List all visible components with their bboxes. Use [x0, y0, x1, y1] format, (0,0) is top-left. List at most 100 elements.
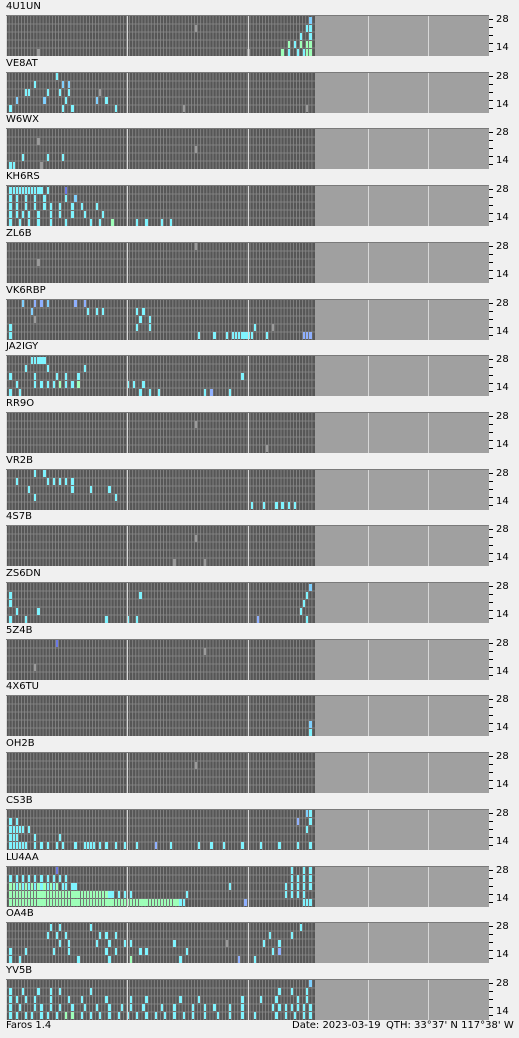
hour-divider — [428, 129, 429, 170]
beacon-grid — [6, 411, 489, 453]
signal-cell — [58, 380, 62, 388]
signal-cell — [46, 380, 49, 388]
signal-cell — [117, 899, 120, 906]
hour-divider — [6, 583, 7, 623]
signal-cell — [24, 891, 28, 898]
grid-lines — [6, 129, 315, 170]
signal-cell — [65, 899, 68, 906]
signal-cell — [253, 324, 256, 331]
scale-tick — [489, 253, 493, 255]
scale-tick — [489, 51, 493, 52]
signal-cells — [6, 242, 315, 283]
scale-tick — [489, 472, 493, 474]
scale-tick — [489, 942, 493, 944]
signal-cell — [194, 24, 198, 32]
scale-tick — [489, 594, 493, 595]
signal-cells — [6, 412, 315, 453]
signal-cell — [111, 218, 114, 226]
signal-cell — [303, 599, 306, 607]
hour-divider — [248, 242, 249, 283]
scale-tick — [489, 537, 493, 539]
signal-cell — [77, 372, 80, 380]
hour-divider — [127, 356, 128, 397]
signal-cell — [46, 153, 49, 161]
scale-tick — [489, 545, 493, 547]
hour-divider — [368, 696, 369, 737]
signal-cell — [148, 324, 151, 331]
beacon-callsign: OA4B — [6, 908, 34, 920]
signal-cell — [303, 48, 306, 56]
scale-tick — [489, 561, 493, 563]
hour-divider — [127, 979, 128, 1020]
signal-cell — [299, 923, 303, 931]
signal-cell — [65, 875, 68, 882]
signal-cell — [52, 380, 56, 388]
signal-cell — [77, 955, 80, 963]
scale-tick — [489, 504, 493, 506]
signal-cell — [306, 40, 309, 48]
scale-tick — [489, 812, 493, 814]
app-version: Faros 1.4 — [6, 1020, 52, 1031]
scale-label-top: 28 — [496, 807, 509, 819]
scale-tick — [489, 391, 493, 393]
hour-divider — [428, 809, 429, 850]
hour-divider — [428, 923, 429, 964]
signal-cell — [55, 891, 59, 898]
scale-tick — [489, 43, 493, 44]
signal-cell — [65, 883, 68, 890]
signal-cell — [9, 826, 12, 834]
signal-cell — [21, 891, 25, 898]
signal-cell — [65, 1012, 68, 1020]
signal-cell — [43, 356, 46, 364]
signal-cell — [40, 1012, 43, 1020]
scale-tick — [489, 375, 493, 377]
signal-cell — [309, 32, 312, 40]
signal-cell — [216, 1012, 219, 1020]
signal-cell — [105, 891, 108, 898]
signal-cell — [160, 218, 164, 226]
signal-cell — [34, 186, 37, 194]
signal-cell — [21, 899, 25, 906]
scale-tick — [489, 699, 493, 701]
signal-cell — [176, 899, 179, 906]
signal-cell — [52, 891, 56, 898]
signal-cell — [21, 186, 25, 194]
signal-cell — [37, 210, 40, 218]
signal-cell — [108, 891, 111, 898]
signal-cell — [89, 899, 93, 906]
scale-label-bottom: 14 — [496, 438, 509, 450]
scale-tick — [489, 642, 493, 644]
beacon-grid — [6, 355, 489, 397]
signal-cell — [9, 988, 12, 996]
signal-cell — [250, 502, 253, 510]
signal-cell — [9, 1004, 12, 1012]
scale-label-bottom: 14 — [496, 382, 509, 394]
signal-cell — [130, 891, 133, 898]
signal-cell — [102, 891, 105, 898]
scale-tick — [489, 610, 493, 611]
hour-divider — [6, 242, 7, 283]
signal-cell — [31, 891, 34, 898]
signal-cell — [96, 1004, 99, 1012]
signal-cell — [9, 891, 12, 898]
hour-divider — [368, 639, 369, 680]
signal-cell — [43, 202, 46, 210]
signal-cell — [281, 502, 284, 510]
signal-cell — [28, 218, 31, 226]
signal-cell — [108, 955, 111, 963]
grid-lines — [6, 412, 315, 453]
signal-cell — [83, 300, 86, 307]
signal-cell — [71, 891, 74, 898]
signal-cell — [182, 1012, 185, 1020]
scale-label-bottom: 14 — [496, 495, 509, 507]
signal-cell — [28, 826, 31, 834]
signal-cell — [43, 194, 46, 202]
signal-cell — [12, 161, 15, 169]
beacon-callsign: VE8AT — [6, 57, 38, 69]
signal-cell — [9, 388, 12, 396]
hour-divider — [368, 242, 369, 283]
signal-cell — [96, 202, 99, 210]
scale-tick — [489, 447, 493, 449]
signal-cell — [83, 364, 86, 372]
signal-cell — [108, 1004, 111, 1012]
